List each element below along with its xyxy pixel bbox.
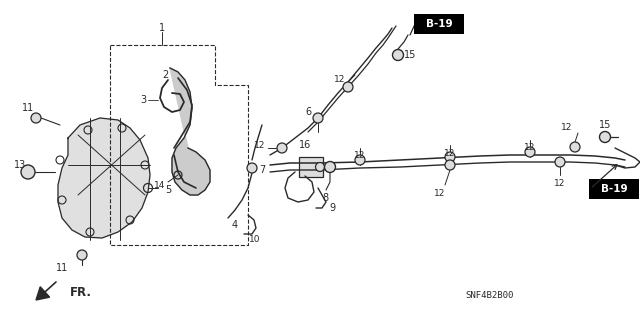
Circle shape xyxy=(445,152,455,162)
Text: SNF4B2B00: SNF4B2B00 xyxy=(466,291,514,300)
FancyBboxPatch shape xyxy=(414,14,464,34)
Text: 1: 1 xyxy=(159,23,165,33)
Text: 8: 8 xyxy=(322,193,328,203)
Circle shape xyxy=(313,113,323,123)
Circle shape xyxy=(445,160,455,170)
Circle shape xyxy=(525,147,535,157)
Text: 11: 11 xyxy=(22,103,34,113)
Circle shape xyxy=(316,162,324,172)
Text: B-19: B-19 xyxy=(601,184,627,194)
Circle shape xyxy=(392,49,403,61)
Text: 10: 10 xyxy=(249,235,260,244)
Circle shape xyxy=(247,163,257,173)
Polygon shape xyxy=(58,118,150,238)
Circle shape xyxy=(343,82,353,92)
Text: 12: 12 xyxy=(435,189,445,197)
Circle shape xyxy=(21,165,35,179)
Polygon shape xyxy=(170,68,210,195)
Text: 12: 12 xyxy=(355,152,365,160)
Text: 16: 16 xyxy=(299,140,311,150)
Text: 13: 13 xyxy=(14,160,26,170)
Circle shape xyxy=(31,113,41,123)
Text: 12: 12 xyxy=(444,149,456,158)
Circle shape xyxy=(277,143,287,153)
Text: 14: 14 xyxy=(154,181,166,189)
Text: FR.: FR. xyxy=(70,286,92,299)
Text: 15: 15 xyxy=(599,120,611,130)
Polygon shape xyxy=(36,287,50,300)
Circle shape xyxy=(600,131,611,143)
Text: 12: 12 xyxy=(554,179,566,188)
Circle shape xyxy=(570,142,580,152)
Text: 15: 15 xyxy=(404,50,416,60)
Text: 5: 5 xyxy=(165,185,171,195)
Circle shape xyxy=(555,157,565,167)
Text: 12: 12 xyxy=(254,140,266,150)
Text: 6: 6 xyxy=(305,107,311,117)
Text: 9: 9 xyxy=(329,203,335,213)
Text: B-19: B-19 xyxy=(426,19,452,29)
Text: 12: 12 xyxy=(334,76,346,85)
Text: 2: 2 xyxy=(162,70,168,80)
Text: 11: 11 xyxy=(56,263,68,273)
Text: 7: 7 xyxy=(259,165,265,175)
Text: 4: 4 xyxy=(232,220,238,230)
Text: 12: 12 xyxy=(561,123,573,132)
Circle shape xyxy=(77,250,87,260)
Text: 3: 3 xyxy=(140,95,146,105)
Text: 12: 12 xyxy=(524,144,536,152)
FancyBboxPatch shape xyxy=(589,179,639,199)
Circle shape xyxy=(355,155,365,165)
FancyBboxPatch shape xyxy=(299,157,323,177)
Circle shape xyxy=(324,161,335,173)
